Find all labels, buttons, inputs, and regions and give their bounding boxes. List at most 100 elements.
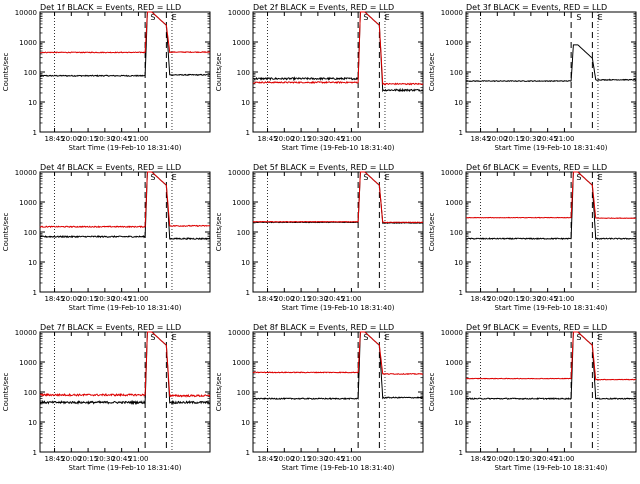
x-tick-label: 20:45 — [112, 135, 132, 143]
x-tick-label: 21:00 — [554, 455, 574, 463]
y-tick-label: 1000 — [19, 359, 37, 367]
series-line-events — [39, 331, 211, 406]
x-tick-label: 18:45 — [257, 455, 277, 463]
series-line-lld — [252, 331, 424, 375]
y-axis-label: Counts/sec — [215, 53, 223, 92]
x-tick-label: 20:00 — [274, 135, 294, 143]
y-tick-label: 10 — [454, 99, 463, 107]
series-line-lld — [252, 171, 424, 224]
x-axis-label: Start Time (19-Feb-10 18:31:40) — [494, 464, 607, 472]
y-tick-label: 10 — [454, 259, 463, 267]
panel-1: Det 1f BLACK = Events, RED = LLD 1 10 100 10… — [2, 3, 211, 152]
y-axis-label: Counts/sec — [428, 53, 436, 92]
y-axis-label: Counts/sec — [428, 213, 436, 252]
x-tick-label: 18:45 — [44, 295, 64, 303]
x-tick-label: 20:15 — [504, 135, 524, 143]
series-line-lld — [39, 331, 211, 398]
series-line-events — [253, 331, 424, 401]
x-tick-label: 20:15 — [504, 455, 524, 463]
y-tick-label: 10 — [241, 99, 250, 107]
x-tick-label: 20:45 — [112, 295, 132, 303]
x-tick-label: 18:45 — [470, 295, 490, 303]
y-tick-label: 10 — [28, 419, 37, 427]
y-tick-label: 100 — [450, 229, 463, 237]
x-tick-label: 20:00 — [274, 295, 294, 303]
panel-5: Det 5f BLACK = Events, RED = LLD 1 10 100 10… — [215, 163, 424, 312]
panel-title: Det 1f BLACK = Events, RED = LLD — [40, 3, 181, 12]
series-line-events — [465, 171, 637, 241]
y-tick-label: 1000 — [232, 359, 250, 367]
panel-title: Det 8f BLACK = Events, RED = LLD — [253, 323, 394, 332]
x-tick-label: 20:15 — [291, 295, 311, 303]
x-tick-label: 20:45 — [538, 295, 558, 303]
y-tick-label: 10000 — [228, 169, 250, 177]
y-axis-label: Counts/sec — [215, 213, 223, 252]
y-tick-label: 100 — [237, 389, 250, 397]
series-line-events — [252, 11, 424, 93]
plot-frame — [252, 11, 424, 133]
y-tick-label: 10000 — [228, 9, 250, 17]
panel-title: Det 7f BLACK = Events, RED = LLD — [40, 323, 181, 332]
series-line-events — [39, 11, 210, 78]
series-line-events — [39, 171, 211, 241]
marker-letter: E — [172, 333, 177, 342]
marker-letter: S — [576, 13, 581, 22]
marker-letter: E — [598, 13, 603, 22]
panel-8: Det 8f BLACK = Events, RED = LLD 1 10 100 10… — [215, 323, 424, 472]
marker-letter: S — [363, 333, 368, 342]
y-tick-label: 10 — [28, 99, 37, 107]
x-tick-label: 21:00 — [128, 135, 148, 143]
x-tick-label: 20:15 — [78, 295, 98, 303]
x-tick-label: 21:00 — [341, 135, 361, 143]
y-tick-label: 1000 — [232, 39, 250, 47]
x-axis-label: Start Time (19-Feb-10 18:31:40) — [281, 304, 394, 312]
y-tick-label: 10000 — [441, 329, 463, 337]
x-tick-label: 21:00 — [554, 295, 574, 303]
y-tick-label: 10000 — [15, 329, 37, 337]
x-tick-label: 18:45 — [44, 455, 64, 463]
x-tick-label: 20:45 — [538, 135, 558, 143]
y-tick-label: 100 — [237, 229, 250, 237]
panel-9: Det 9f BLACK = Events, RED = LLD 1 10 100 10… — [428, 323, 637, 472]
marker-letter: E — [172, 173, 177, 182]
y-tick-label: 100 — [237, 69, 250, 77]
marker-letter: E — [172, 13, 177, 22]
y-tick-label: 1 — [33, 289, 37, 297]
plot-frame — [39, 171, 211, 293]
y-tick-label: 10000 — [15, 169, 37, 177]
x-tick-label: 20:00 — [487, 135, 507, 143]
series-line-lld — [465, 171, 636, 220]
y-axis-label: Counts/sec — [428, 373, 436, 412]
plot-frame — [465, 11, 637, 133]
marker-letter: S — [150, 173, 155, 182]
x-tick-label: 20:15 — [291, 455, 311, 463]
y-tick-label: 1000 — [445, 199, 463, 207]
x-tick-label: 21:00 — [341, 455, 361, 463]
marker-letter: S — [363, 13, 368, 22]
marker-letter: E — [385, 333, 390, 342]
x-tick-label: 18:45 — [257, 135, 277, 143]
marker-letter: E — [598, 333, 603, 342]
x-tick-label: 20:00 — [61, 455, 81, 463]
series-line-lld — [39, 11, 211, 54]
y-tick-label: 100 — [24, 389, 37, 397]
x-tick-label: 20:00 — [61, 295, 81, 303]
x-tick-label: 20:00 — [61, 135, 81, 143]
plot-frame — [465, 171, 637, 293]
x-tick-label: 20:15 — [78, 455, 98, 463]
y-tick-label: 1000 — [19, 199, 37, 207]
x-tick-label: 20:30 — [95, 295, 115, 303]
y-tick-label: 10 — [28, 259, 37, 267]
y-axis-label: Counts/sec — [215, 373, 223, 412]
panel-title: Det 9f BLACK = Events, RED = LLD — [466, 323, 607, 332]
x-tick-label: 20:30 — [95, 455, 115, 463]
panel-4: Det 4f BLACK = Events, RED = LLD 1 10 100 10… — [2, 163, 211, 312]
y-tick-label: 10 — [241, 259, 250, 267]
y-tick-label: 1000 — [232, 199, 250, 207]
y-tick-label: 10000 — [441, 9, 463, 17]
x-axis-label: Start Time (19-Feb-10 18:31:40) — [68, 464, 181, 472]
x-axis-label: Start Time (19-Feb-10 18:31:40) — [494, 304, 607, 312]
plot-frame — [39, 331, 211, 453]
x-tick-label: 21:00 — [341, 295, 361, 303]
marker-letter: S — [576, 173, 581, 182]
